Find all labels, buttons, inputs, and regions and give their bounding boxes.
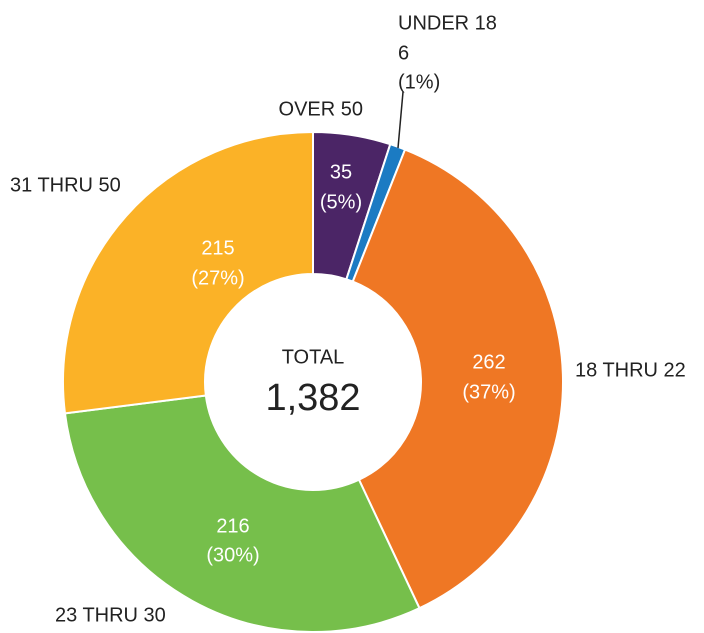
slice-label: UNDER 18 (398, 12, 497, 34)
slice (351, 148, 564, 610)
percent-label: (1%) (398, 71, 440, 93)
percent-label: (37%) (462, 381, 515, 403)
value-label: 215 (201, 237, 234, 259)
value-label: 262 (472, 351, 505, 373)
percent-label: (27%) (191, 267, 244, 289)
slice (62, 130, 314, 415)
slice-label: OVER 50 (279, 98, 363, 120)
slice-label: 18 THRU 22 (575, 359, 686, 381)
value-label: 216 (216, 515, 249, 537)
percent-label: (5%) (320, 191, 362, 213)
leader-line (397, 91, 404, 149)
center-value: 1,382 (265, 377, 360, 419)
percent-label: (30%) (206, 544, 259, 566)
value-label: 6 (398, 42, 409, 64)
slice-label: 23 THRU 30 (55, 604, 166, 626)
slice-label: 31 THRU 50 (10, 174, 121, 196)
slice (63, 394, 421, 633)
value-label: 35 (330, 161, 352, 183)
center-title: TOTAL (282, 346, 345, 368)
